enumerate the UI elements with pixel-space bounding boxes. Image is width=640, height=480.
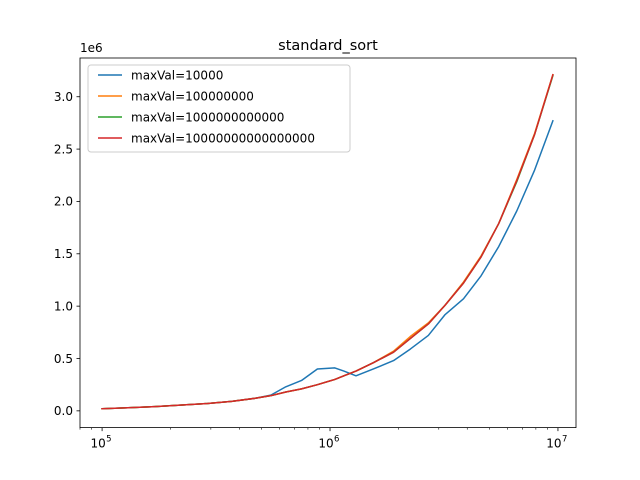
y-tick-label: 2.0	[54, 195, 73, 209]
legend-label-3: maxVal=1000000000000	[131, 110, 284, 124]
y-tick-label: 0.0	[54, 404, 73, 418]
x-tick-label: 10	[90, 437, 105, 451]
x-tick-label: 10	[318, 437, 333, 451]
chart-title: standard_sort	[278, 38, 378, 54]
y-tick-label: 2.5	[54, 142, 73, 156]
legend-box	[87, 64, 351, 153]
legend: maxVal=10000 maxVal=100000000 maxVal=10000…	[87, 64, 351, 153]
y-tick-label: 3.0	[54, 90, 73, 104]
y-tick-label: 1.0	[54, 299, 73, 313]
y-tick-label: 1.5	[54, 247, 73, 261]
ticks-layer: 0.00.51.01.52.02.53.010 5 10 6 10 7	[54, 90, 567, 451]
y-tick-label: 0.5	[54, 352, 73, 366]
x-tick-exponent: 5	[106, 435, 111, 445]
legend-label-1: maxVal=10000	[131, 68, 223, 82]
series-line-4	[101, 73, 554, 410]
legend-label-4: maxVal=10000000000000000	[131, 131, 315, 145]
plot-frame	[79, 57, 577, 429]
x-tick-label: 10	[546, 437, 561, 451]
legend-label-2: maxVal=100000000	[131, 89, 254, 103]
series-layer	[101, 73, 554, 410]
x-tick-exponent: 7	[562, 435, 567, 445]
x-tick-exponent: 6	[334, 435, 339, 445]
y-axis-offset-label: 1e6	[80, 41, 103, 55]
